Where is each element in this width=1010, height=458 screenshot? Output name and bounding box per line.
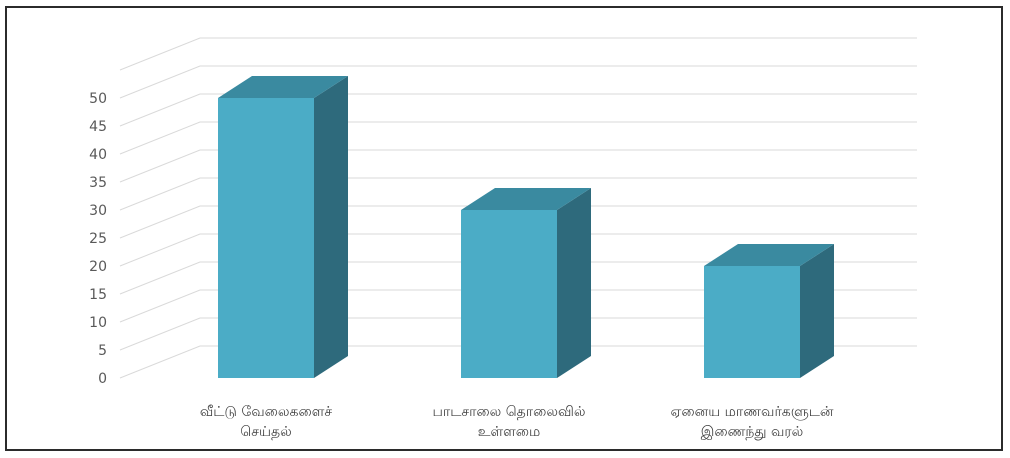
bar-top (218, 76, 348, 98)
bar-side (314, 76, 348, 378)
bar (218, 76, 348, 378)
y-tick-label: 25 (89, 231, 107, 247)
gridline (119, 317, 917, 351)
y-tick-label: 0 (98, 371, 107, 387)
x-category-label: உள்ளமை (478, 424, 540, 440)
gridline (119, 93, 917, 127)
x-category-label: பாடசாலை தொலைவில் (432, 404, 585, 420)
x-category-label: ஏனைய மாணவர்களுடன் (670, 404, 833, 421)
bar (461, 188, 591, 378)
gridline (119, 121, 917, 155)
gridlines (119, 37, 917, 379)
gridline (119, 345, 917, 379)
bars (218, 76, 834, 378)
gridline (119, 149, 917, 183)
bar-side (800, 244, 834, 378)
bar-top (704, 244, 834, 266)
gridline (119, 65, 917, 99)
bar (704, 244, 834, 378)
bar-chart: 0 5 10 15 20 25 30 35 40 45 50 வீட்டு வேலைகளைச் செய… (89, 37, 917, 440)
y-tick-label: 30 (89, 203, 107, 219)
gridline (119, 261, 917, 295)
y-tick-label: 45 (89, 119, 107, 135)
x-category-label: செய்தல் (240, 424, 291, 440)
y-axis-ticks: 0 5 10 15 20 25 30 35 40 45 50 (89, 91, 107, 387)
y-tick-label: 35 (89, 175, 107, 191)
gridline (119, 233, 917, 267)
y-tick-label: 5 (98, 343, 107, 359)
gridline (119, 205, 917, 239)
x-category-label: இணைந்து வரல் (701, 424, 804, 440)
bar-front (461, 210, 557, 378)
gridline (119, 37, 917, 71)
bar-front (218, 98, 314, 378)
y-tick-label: 40 (89, 147, 107, 163)
x-category-label: வீட்டு வேலைகளைச் (200, 404, 333, 420)
y-tick-label: 50 (89, 91, 107, 107)
chart-frame: 0 5 10 15 20 25 30 35 40 45 50 வீட்டு வேலைகளைச் செய… (5, 6, 1003, 451)
y-tick-label: 15 (89, 287, 107, 303)
gridline (119, 177, 917, 211)
y-tick-label: 20 (89, 259, 107, 275)
bar-front (704, 266, 800, 378)
bar-top (461, 188, 591, 210)
x-axis-labels: வீட்டு வேலைகளைச் செய்தல் பாடசாலை தொலைவில் உ… (200, 404, 834, 440)
bar-side (557, 188, 591, 378)
y-tick-label: 10 (89, 315, 107, 331)
gridline (119, 289, 917, 323)
